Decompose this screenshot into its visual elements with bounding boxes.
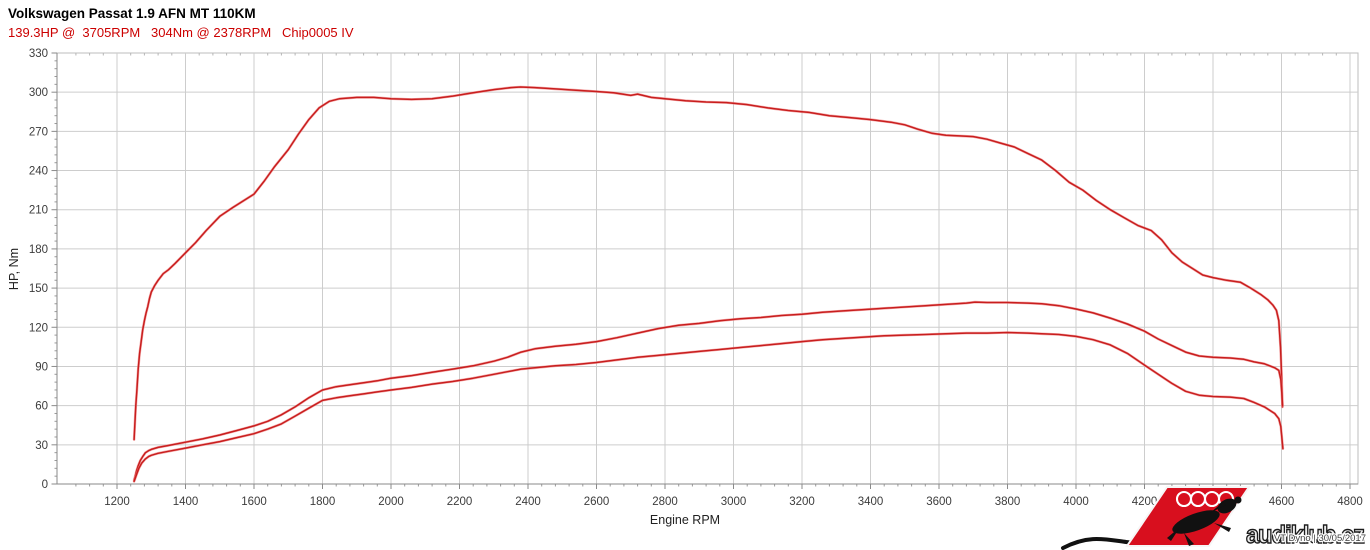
- torque-nm-curve: [133, 86, 1284, 441]
- x-tick-label: 1400: [173, 496, 199, 508]
- x-axis-label: Engine RPM: [649, 513, 721, 527]
- x-tick-label: 1600: [241, 496, 267, 508]
- x-tick-label: 3800: [995, 496, 1021, 508]
- dyno-caption: VT Dyno | 30/05/2017: [1274, 533, 1366, 544]
- y-tick-label: 210: [29, 205, 48, 217]
- x-tick-label: 2800: [652, 496, 678, 508]
- x-tick-label: 3400: [858, 496, 884, 508]
- y-tick-label: 240: [29, 166, 48, 178]
- y-tick-label: 30: [35, 440, 48, 452]
- power-secondary-curve: [133, 331, 1284, 483]
- y-tick-label: 150: [29, 283, 48, 295]
- x-tick-label: 4200: [1132, 496, 1158, 508]
- x-tick-label: 2400: [515, 496, 541, 508]
- y-tick-label: 0: [42, 479, 48, 491]
- x-tick-label: 4800: [1337, 496, 1363, 508]
- x-tick-label: 4000: [1063, 496, 1089, 508]
- x-tick-label: 2200: [447, 496, 473, 508]
- plot-area: [56, 52, 1359, 485]
- y-tick-label: 330: [29, 48, 48, 60]
- power-hp-curve: [133, 301, 1284, 481]
- brand-text: audiklub.cz: [1246, 521, 1364, 549]
- y-tick-label: 90: [35, 361, 48, 373]
- y-tick-label: 180: [29, 244, 48, 256]
- x-tick-label: 1800: [310, 496, 336, 508]
- y-tick-label: 60: [35, 401, 48, 413]
- y-tick-label: 300: [29, 87, 48, 99]
- x-tick-label: 1200: [104, 496, 130, 508]
- x-tick-label: 3200: [789, 496, 815, 508]
- y-tick-label: 270: [29, 126, 48, 138]
- x-tick-label: 3000: [721, 496, 747, 508]
- x-tick-label: 2600: [584, 496, 610, 508]
- x-tick-label: 4600: [1269, 496, 1295, 508]
- x-tick-label: 3600: [926, 496, 952, 508]
- y-tick-label: 120: [29, 322, 48, 334]
- chart-subtitle: 139.3HP @ 3705RPM 304Nm @ 2378RPM Chip00…: [8, 25, 354, 40]
- chart-title: Volkswagen Passat 1.9 AFN MT 110KM: [8, 6, 256, 21]
- x-tick-label: 2000: [378, 496, 404, 508]
- gecko-icon: [1167, 496, 1242, 546]
